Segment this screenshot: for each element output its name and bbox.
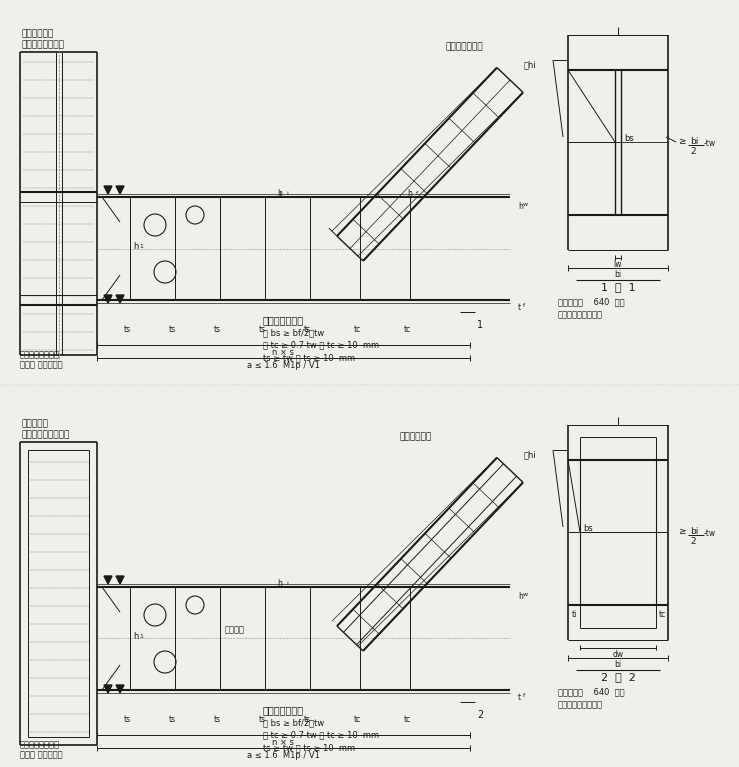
Text: a ≤ 1.6  M1p / V1: a ≤ 1.6 M1p / V1 [247,751,319,760]
Text: h: h [518,592,523,601]
Text: 2: 2 [690,537,695,546]
Text: ti: ti [571,610,576,619]
Text: 组成箱形: 组成箱形 [225,625,245,634]
Text: 工字形截面柱
（或箱形截面柱）: 工字形截面柱 （或箱形截面柱） [22,30,65,49]
Text: 与柱连接时消能梁
段净长 口必须满足: 与柱连接时消能梁 段净长 口必须满足 [20,350,63,370]
Polygon shape [104,186,112,194]
Polygon shape [116,576,124,584]
Text: tc: tc [403,715,411,724]
Text: 2: 2 [477,710,483,720]
Text: f: f [416,191,418,196]
Text: 厚 tc ≥ 0.7 tw 且 tc ≥ 10  mm: 厚 tc ≥ 0.7 tw 且 tc ≥ 10 mm [263,730,379,739]
Text: tc: tc [353,715,361,724]
Text: 〕hi: 〕hi [523,60,536,69]
Text: tc: tc [353,325,361,334]
Text: ≥: ≥ [678,137,686,146]
Text: -tw: -tw [704,139,716,148]
Text: ts: ts [123,325,131,334]
Text: 宽 bs ≥ bf/2－tw: 宽 bs ≥ bf/2－tw [263,718,324,727]
Text: 可在一侧设置加劲肋: 可在一侧设置加劲肋 [558,700,603,709]
Polygon shape [116,295,124,303]
Text: a ≤ 1.6  M1p / V1: a ≤ 1.6 M1p / V1 [247,361,319,370]
Text: ≥: ≥ [678,527,686,536]
Text: tc: tc [403,325,411,334]
Text: 〕hi: 〕hi [523,450,536,459]
Text: ts: ts [214,325,220,334]
Text: 2: 2 [690,147,695,156]
Polygon shape [116,685,124,693]
Text: ts: ts [123,715,131,724]
Text: bs: bs [624,134,634,143]
Text: h: h [518,202,523,211]
Text: i: i [286,581,287,586]
Text: ts: ts [304,325,310,334]
Text: bi: bi [690,527,698,536]
Text: ts: ts [214,715,220,724]
Text: 厚 tc ≥ 0.7 tw 且 tc ≥ 10  mm: 厚 tc ≥ 0.7 tw 且 tc ≥ 10 mm [263,340,379,349]
Text: 当梁高小于    640  时，: 当梁高小于 640 时， [558,687,624,696]
Polygon shape [104,685,112,693]
Text: 1: 1 [139,244,143,249]
Text: bi: bi [614,660,621,669]
Text: ts ≥ tw 且 ts ≥ 10  mm: ts ≥ tw 且 ts ≥ 10 mm [263,743,355,752]
Text: h: h [408,189,412,198]
Text: bi: bi [690,137,698,146]
Text: n × s: n × s [272,348,294,357]
Text: h: h [133,632,138,641]
Text: 图中每侧加劲肋: 图中每侧加劲肋 [263,315,304,325]
Text: ts: ts [259,325,265,334]
Text: f: f [523,693,525,698]
Text: f: f [523,303,525,308]
Polygon shape [104,576,112,584]
Text: ts: ts [168,715,176,724]
Text: lw: lw [614,260,622,269]
Text: 箱形截面柱
（或工字形截面柱）: 箱形截面柱 （或工字形截面柱） [22,420,70,439]
Text: w: w [523,202,528,207]
Text: h: h [133,242,138,251]
Text: 当梁高小于    640  时，: 当梁高小于 640 时， [558,297,624,306]
Text: h: h [278,579,282,588]
Polygon shape [116,186,124,194]
Text: -tw: -tw [704,529,716,538]
Text: 1: 1 [139,634,143,639]
Text: h: h [278,189,282,198]
Text: 可在一侧设置加劲肋: 可在一侧设置加劲肋 [558,310,603,319]
Text: ts: ts [168,325,176,334]
Text: 箱形截面斜梁: 箱形截面斜梁 [400,432,432,441]
Text: ts ≥ tw 且 ts ≥ 10  mm: ts ≥ tw 且 ts ≥ 10 mm [263,353,355,362]
Text: 图中每侧加劲肋: 图中每侧加劲肋 [263,705,304,715]
Text: dw: dw [613,650,624,659]
Text: ts: ts [259,715,265,724]
Text: 与柱连接时消能梁
段净长 口必须满足: 与柱连接时消能梁 段净长 口必须满足 [20,740,63,759]
Text: bi: bi [614,270,621,279]
Text: 宽 bs ≥ bf/2－tw: 宽 bs ≥ bf/2－tw [263,328,324,337]
Text: 1  －  1: 1 － 1 [601,282,636,292]
Text: 2  －  2: 2 － 2 [601,672,636,682]
Text: t: t [518,303,521,312]
Text: n × s: n × s [272,738,294,747]
Text: tc: tc [658,610,666,619]
Text: 工字形截面斜梁: 工字形截面斜梁 [445,42,483,51]
Text: 1: 1 [477,320,483,330]
Text: ts: ts [304,715,310,724]
Text: bs: bs [583,524,593,533]
Polygon shape [104,295,112,303]
Text: t: t [518,693,521,702]
Text: i: i [286,191,287,196]
Text: w: w [523,592,528,597]
